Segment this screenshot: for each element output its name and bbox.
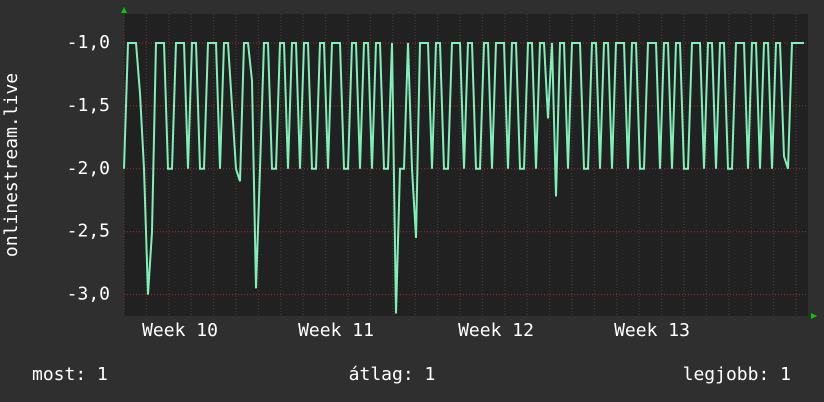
series-line — [123, 41, 804, 314]
axis-arrow — [121, 7, 127, 13]
y-tick-label: -1,5 — [67, 95, 110, 116]
y-tick-label: -3,0 — [67, 284, 110, 305]
y-tick-label: -2,0 — [67, 158, 110, 179]
plot-area — [124, 14, 808, 316]
stat-current: most: 1 — [32, 364, 108, 385]
stat-max: legjobb: 1 — [683, 364, 791, 385]
stat-average: átlag: 1 — [349, 364, 436, 385]
x-tick-label: Week 10 — [142, 320, 218, 341]
y-axis-label: onlinestream.live — [1, 73, 22, 257]
x-tick-label: Week 12 — [458, 320, 534, 341]
x-tick-label: Week 13 — [614, 320, 690, 341]
y-tick-label: -1,0 — [67, 32, 110, 53]
axis-arrow — [811, 313, 817, 319]
y-tick-label: -2,5 — [67, 221, 110, 242]
x-tick-label: Week 11 — [298, 320, 374, 341]
